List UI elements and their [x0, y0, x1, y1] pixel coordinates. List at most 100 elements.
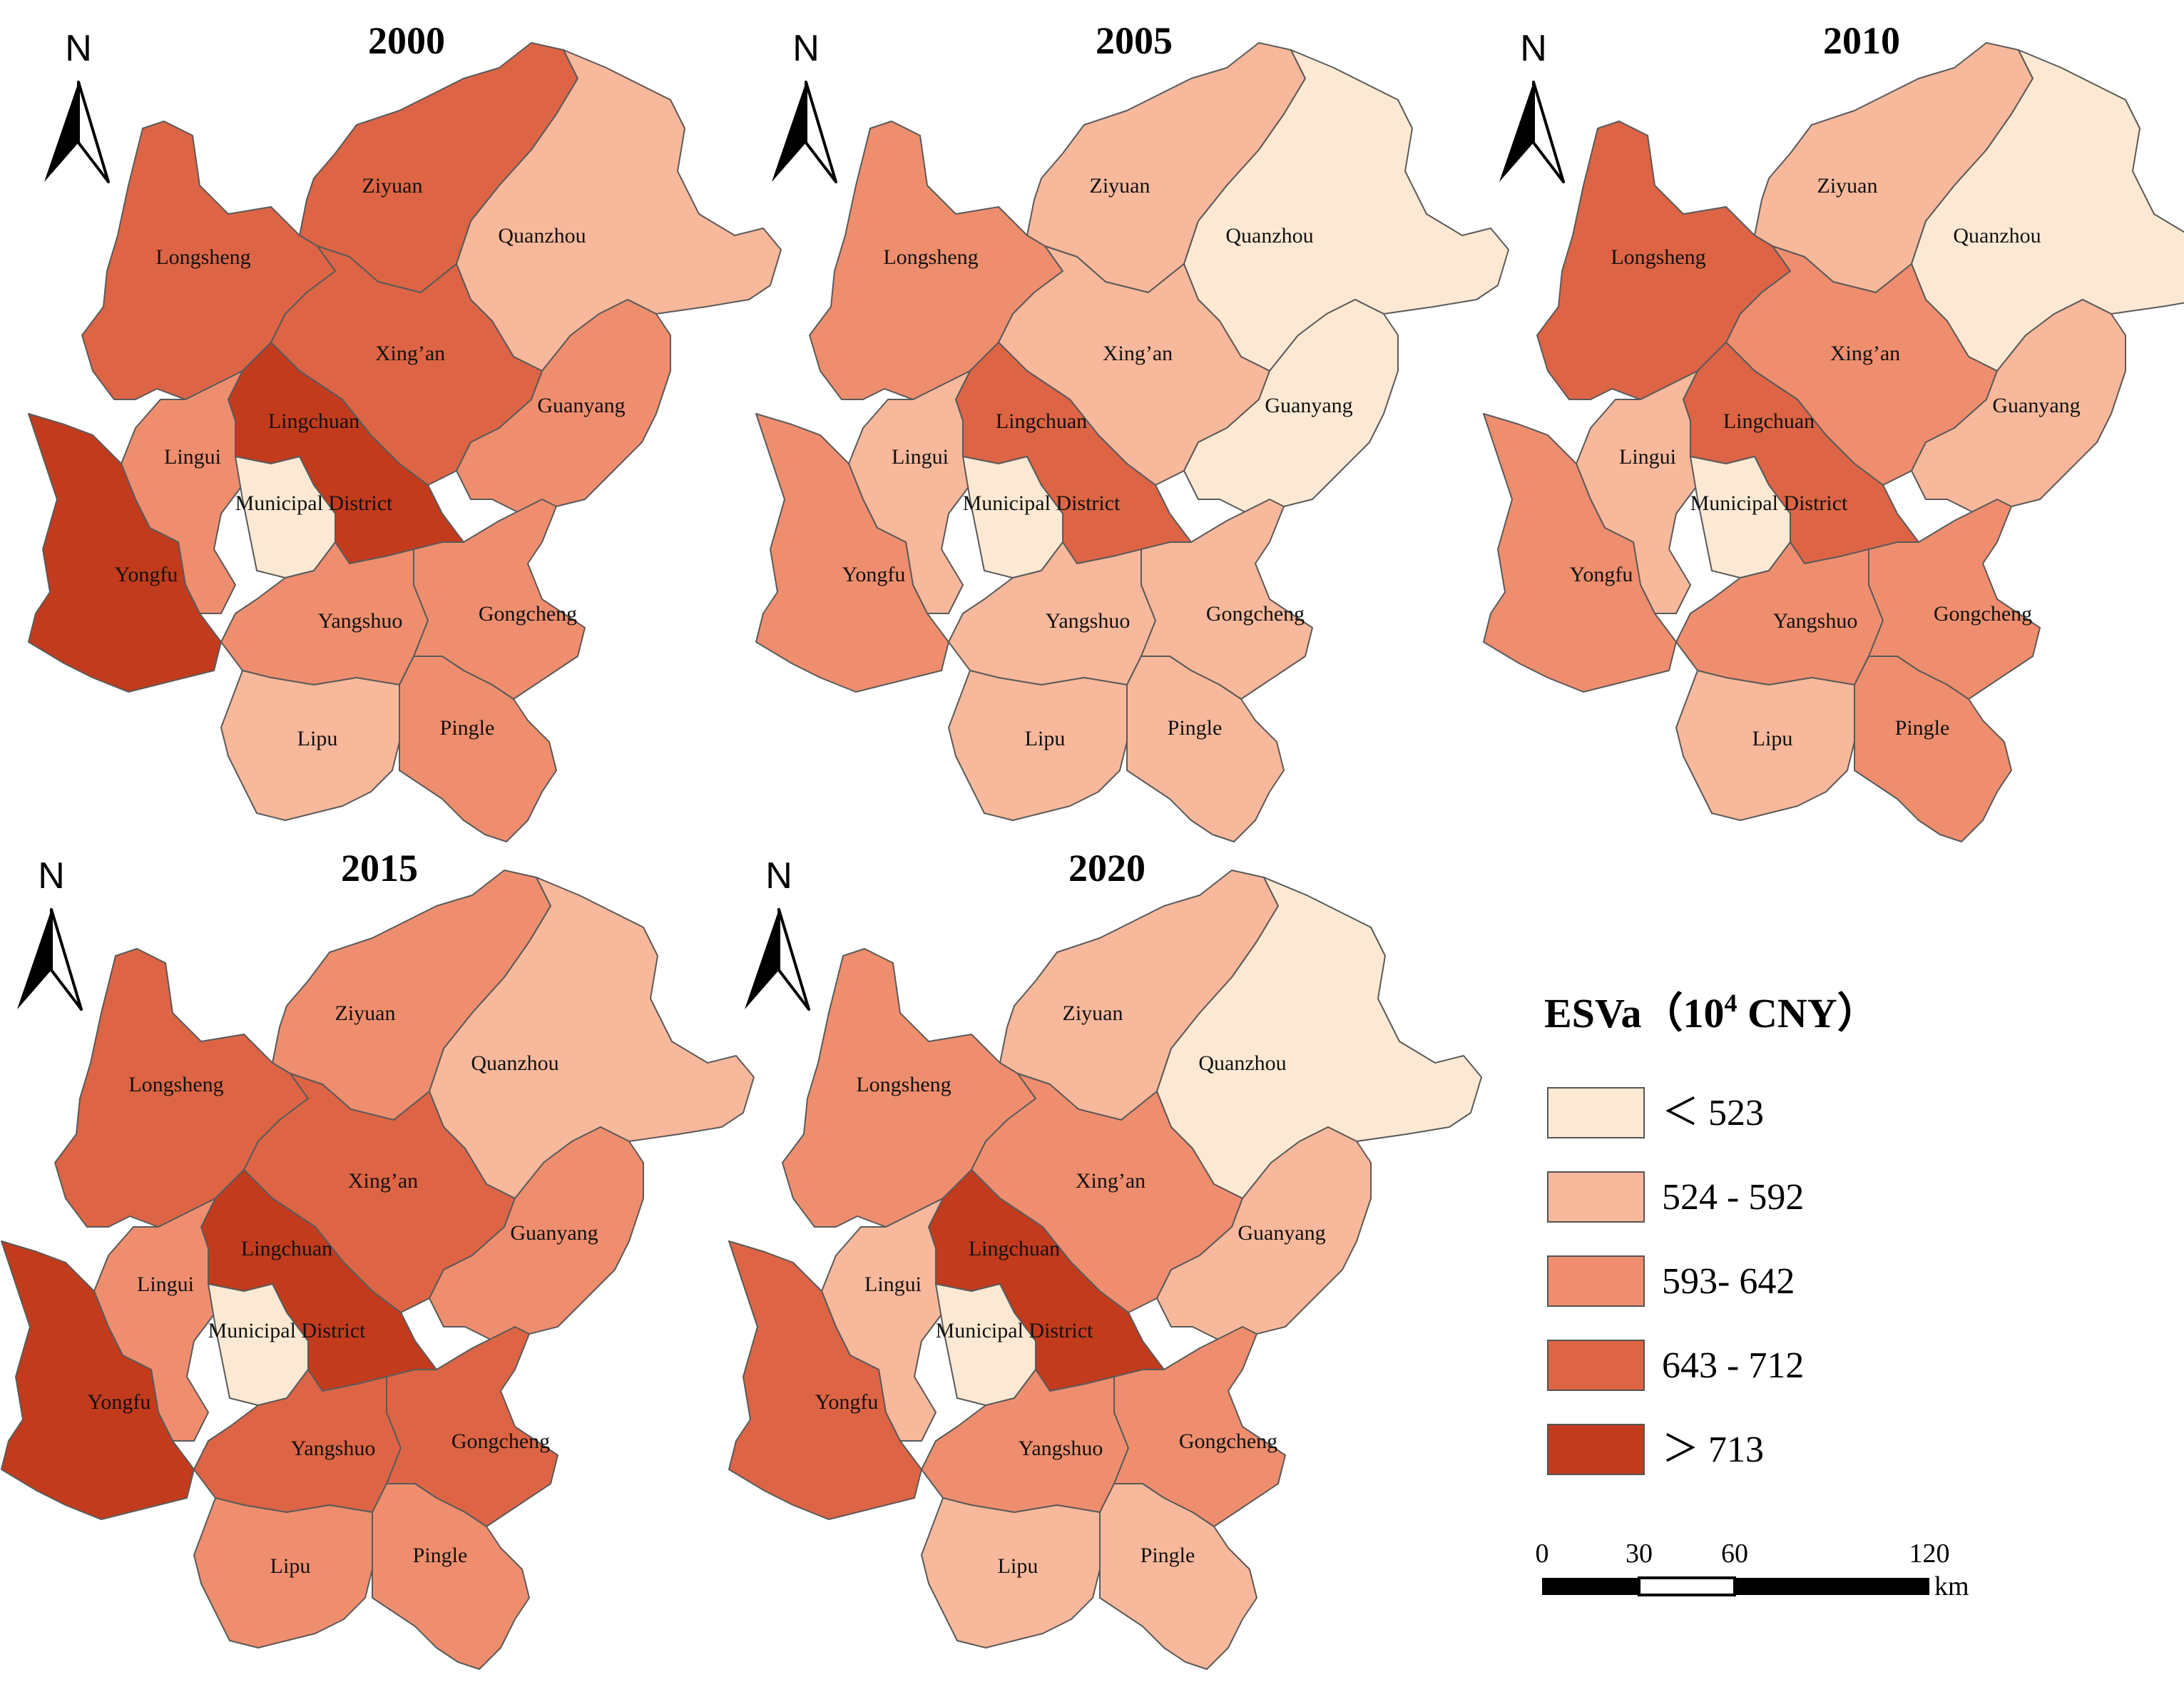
region-label-lingui: Lingui	[864, 1273, 922, 1296]
region-label-longsheng: Longsheng	[856, 1073, 951, 1096]
region-label-xingan: Xing’an	[348, 1169, 418, 1193]
region-label-guanyang: Guanyang	[1238, 1221, 1325, 1245]
region-guanyang	[456, 299, 671, 514]
north-arrow: N	[17, 855, 83, 1011]
north-arrow-right-icon	[50, 908, 83, 1011]
region-label-yongfu: Yongfu	[1570, 563, 1633, 586]
region-label-gongcheng: Gongcheng	[451, 1429, 550, 1453]
region-label-guanyang: Guanyang	[1992, 394, 2080, 417]
region-label-longsheng: Longsheng	[883, 245, 978, 269]
region-label-municipal-district: Municipal District	[208, 1319, 366, 1342]
scale-seg-3	[1735, 1578, 1929, 1595]
north-arrow-right-icon	[1532, 81, 1565, 183]
region-label-yangshuo: Yangshuo	[1773, 609, 1858, 633]
scale-tick-30: 30	[1626, 1539, 1653, 1569]
region-label-longsheng: Longsheng	[1611, 245, 1705, 269]
region-label-gongcheng: Gongcheng	[1206, 602, 1305, 626]
region-pingle	[1854, 656, 2012, 842]
region-label-xingan: Xing’an	[375, 342, 445, 365]
region-lipu	[220, 670, 400, 821]
region-guanyang	[429, 1126, 644, 1342]
legend-item-2: 524 - 592	[1547, 1171, 1804, 1223]
north-label: N	[65, 28, 92, 69]
legend-swatch	[1547, 1087, 1645, 1138]
legend-item-3: 593- 642	[1547, 1255, 1795, 1307]
north-arrow-right-icon	[805, 81, 837, 183]
region-label-gongcheng: Gongcheng	[1179, 1429, 1277, 1453]
region-label-xingan: Xing’an	[1103, 342, 1173, 365]
north-arrow: N	[44, 28, 110, 183]
region-label-municipal-district: Municipal District	[963, 491, 1121, 515]
map-panel-2005: N 2005 Ziyuan Quanzhou Longsheng Xing’an Guany…	[755, 19, 1509, 842]
region-label-quanzhou: Quanzhou	[471, 1051, 558, 1075]
scale-seg-1	[1542, 1578, 1639, 1595]
north-label: N	[1520, 28, 1547, 69]
region-yongfu	[728, 1240, 922, 1520]
region-label-pingle: Pingle	[413, 1544, 468, 1567]
region-lipu	[1675, 670, 1855, 821]
legend-label: 524 - 592	[1662, 1177, 1804, 1218]
map-year-title: 2000	[368, 19, 445, 62]
legend-swatch	[1547, 1171, 1645, 1223]
region-label-ziyuan: Ziyuan	[362, 174, 423, 198]
region-label-yongfu: Yongfu	[815, 1390, 879, 1414]
legend-items: ＜ 523 524 - 592 593- 642 643 - 712 ＞ 713	[1547, 1087, 1804, 1475]
region-label-xingan: Xing’an	[1076, 1169, 1145, 1193]
region-label-lingui: Lingui	[164, 445, 221, 469]
legend-label: ＞ 713	[1662, 1429, 1764, 1470]
region-label-lingchuan: Lingchuan	[1723, 409, 1815, 433]
north-arrow-right-icon	[777, 908, 810, 1011]
region-pingle	[372, 1483, 530, 1670]
region-label-lingui: Lingui	[137, 1273, 194, 1296]
scale-bar: 0 30 60 120 km	[1536, 1539, 1969, 1601]
region-label-quanzhou: Quanzhou	[1953, 224, 2041, 248]
map-panel-2010: N 2010 Ziyuan Quanzhou Longsheng Xing’an Guany…	[1483, 19, 2184, 842]
region-label-quanzhou: Quanzhou	[498, 224, 586, 248]
north-arrow: N	[772, 28, 837, 183]
region-label-lipu: Lipu	[1025, 727, 1066, 750]
north-label: N	[765, 855, 792, 897]
region-label-gongcheng: Gongcheng	[1934, 602, 2032, 626]
scale-seg-2	[1638, 1576, 1736, 1596]
map-year-title: 2020	[1068, 847, 1145, 890]
legend-label: ＜ 523	[1662, 1093, 1764, 1133]
north-label: N	[38, 855, 65, 897]
region-lipu	[193, 1497, 373, 1648]
map-panels: N 2000 Ziyuan Quanzhou Longsheng Xing’an Guany…	[1, 19, 2184, 1670]
region-label-yangshuo: Yangshuo	[318, 609, 403, 633]
legend-item-4: 643 - 712	[1547, 1340, 1804, 1391]
scale-tick-120: 120	[1909, 1539, 1950, 1569]
region-label-lipu: Lipu	[270, 1554, 311, 1578]
region-label-lingchuan: Lingchuan	[996, 409, 1087, 433]
map-panel-2000: N 2000 Ziyuan Quanzhou Longsheng Xing’an Guany…	[28, 19, 782, 842]
region-lipu	[948, 670, 1128, 821]
north-arrow: N	[745, 855, 810, 1011]
region-label-municipal-district: Municipal District	[235, 491, 393, 515]
region-label-lipu: Lipu	[1752, 727, 1793, 750]
region-label-yongfu: Yongfu	[842, 563, 906, 586]
legend: ESVa（104 CNY） ＜ 523 524 - 592 593- 642 643 …	[1544, 989, 1879, 1475]
region-label-lipu: Lipu	[297, 727, 338, 750]
region-label-lingchuan: Lingchuan	[268, 409, 359, 433]
region-label-ziyuan: Ziyuan	[335, 1002, 396, 1025]
region-label-lingui: Lingui	[892, 445, 949, 469]
north-arrow: N	[1499, 28, 1565, 183]
legend-label: 593- 642	[1662, 1261, 1795, 1302]
map-year-title: 2015	[341, 847, 418, 890]
north-arrow-left-icon	[17, 909, 51, 1009]
region-label-yongfu: Yongfu	[115, 563, 178, 586]
region-label-pingle: Pingle	[1895, 716, 1950, 740]
region-pingle	[399, 656, 557, 842]
region-guanyang	[1183, 299, 1399, 514]
region-label-quanzhou: Quanzhou	[1198, 1051, 1286, 1075]
region-label-guanyang: Guanyang	[537, 394, 625, 417]
north-arrow-left-icon	[745, 909, 779, 1009]
region-label-xingan: Xing’an	[1830, 342, 1900, 365]
region-lipu	[921, 1497, 1101, 1648]
map-panel-2015: N 2015 Ziyuan Quanzhou Longsheng Xing’an Guany…	[1, 847, 755, 1670]
region-label-ziyuan: Ziyuan	[1063, 1002, 1123, 1025]
region-label-longsheng: Longsheng	[155, 245, 250, 269]
region-label-municipal-district: Municipal District	[936, 1319, 1093, 1342]
region-label-guanyang: Guanyang	[1265, 394, 1352, 417]
region-label-gongcheng: Gongcheng	[479, 602, 577, 626]
